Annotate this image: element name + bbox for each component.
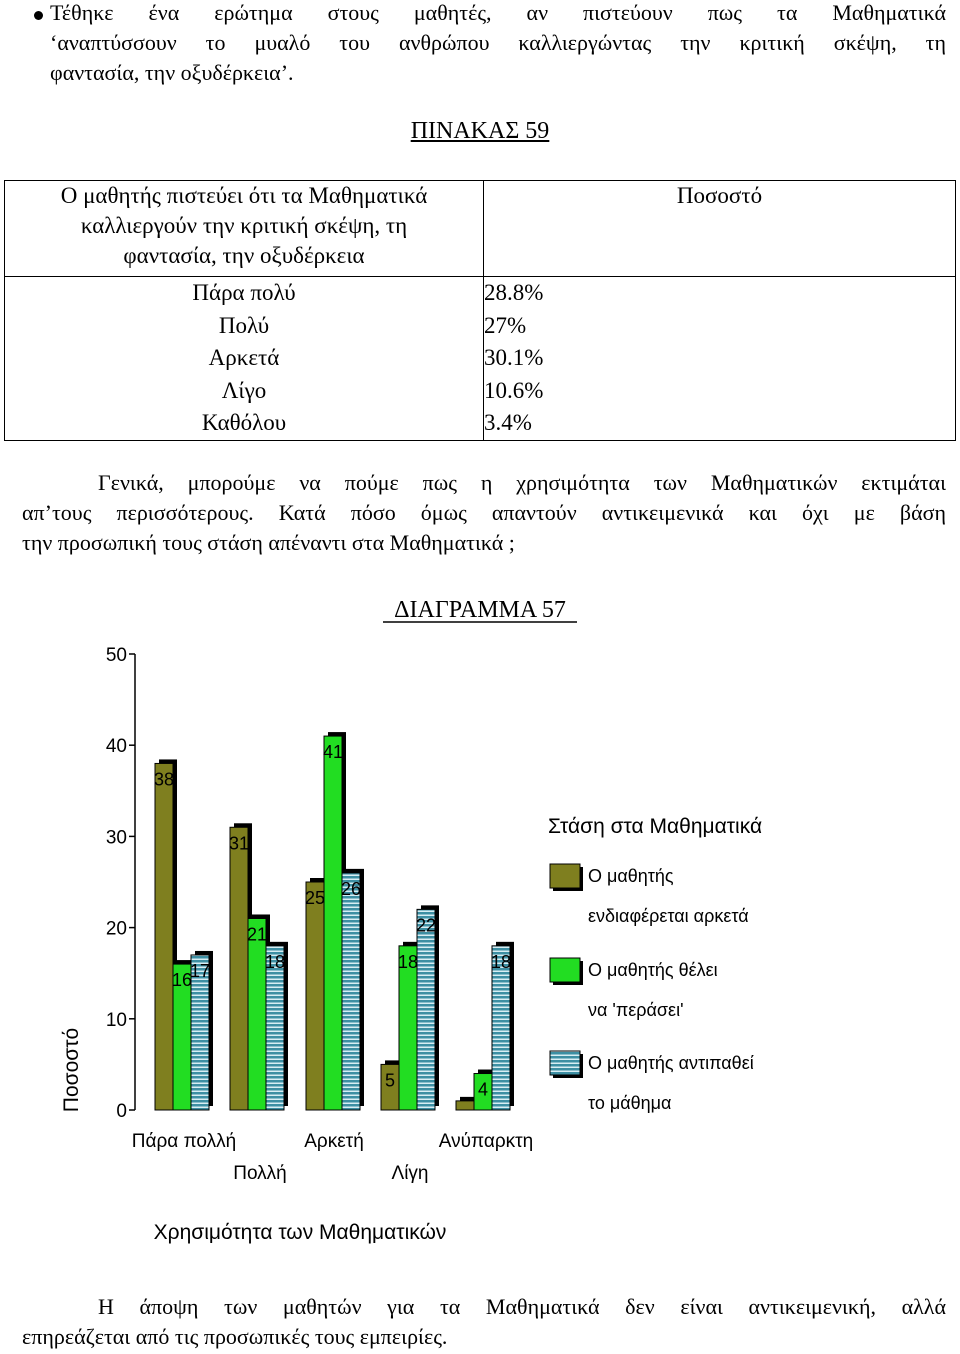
closing-line: επηρεάζεται από τις προσωπικές τους εμπε… [22, 1324, 448, 1349]
row-label: Καθόλου [201, 410, 287, 436]
bar [229, 826, 249, 1111]
data-label: 18 [265, 952, 285, 972]
header-line: Ο μαθητής πιστεύει ότι τα Μαθηματικά [60, 183, 428, 208]
legend-label: Ο μαθητής θέλει [588, 960, 718, 980]
table-labels-cell: Πάρα πολύ Πολύ Αρκετά Λίγο Καθόλου [4, 276, 484, 441]
survey-table: Ο μαθητής πιστεύει ότι τα Μαθηματικά καλ… [4, 180, 956, 441]
row-value: 30.1% [484, 345, 544, 371]
y-tick-label: 30 [106, 827, 127, 848]
row-label: Πάρα πολύ [192, 280, 296, 305]
row-label: Λίγο [221, 377, 267, 403]
row-label: Πολύ [218, 312, 270, 338]
data-label: 31 [229, 833, 249, 853]
table-values-cell: 28.8% 27% 30.1% 10.6% 3.4% [483, 276, 956, 441]
table-title: ΠΙΝΑΚΑΣ 59 [410, 118, 550, 144]
legend-label: Ο μαθητής αντιπαθεί [588, 1053, 754, 1073]
plot-area: 0 10 20 30 40 50 38 31 25 5 16 21 41 18 4 17 18 26 22 18 Πάρ… [106, 645, 533, 1184]
bar [154, 762, 174, 1111]
row-value: 28.8% [484, 280, 544, 305]
bullet-line: ‘αναπτύσσουν το μυαλό του ανθρώπου καλλι… [50, 30, 946, 55]
data-label: 4 [478, 1080, 488, 1100]
bar [455, 1100, 475, 1111]
legend-swatch [549, 957, 581, 983]
row-value: 3.4% [484, 410, 532, 436]
y-tick-label: 40 [106, 736, 127, 757]
legend-label: ενδιαφέρεται αρκετά [588, 906, 749, 926]
bar [265, 945, 285, 1111]
bullet-line: φαντασία, την οξυδέρκεια’. [50, 60, 294, 85]
bar [323, 735, 343, 1111]
table-header-row: Ο μαθητής πιστεύει ότι τα Μαθηματικά καλ… [4, 180, 956, 277]
closing-paragraph: Η άποψη των μαθητών για τα Μαθηματικά δε… [22, 1292, 946, 1352]
table-body-row: Πάρα πολύ Πολύ Αρκετά Λίγο Καθόλου 28.8%… [4, 276, 956, 441]
data-label: 38 [154, 769, 174, 789]
header-line: καλλιεργούν την κριτική σκέψη, τη [80, 213, 408, 238]
legend-swatch [549, 1050, 581, 1076]
data-label: 18 [491, 952, 511, 972]
data-label: 18 [398, 952, 418, 972]
data-label: 25 [305, 888, 325, 908]
bullet-line: Τέθηκε ένα ερώτημα στους μαθητές, αν πισ… [50, 0, 946, 25]
table-header-percent: Ποσοστό [483, 180, 956, 277]
data-label: 21 [247, 924, 267, 944]
x-tick-label: Πολλή [233, 1163, 287, 1184]
data-label: 5 [385, 1070, 395, 1090]
bar [190, 954, 210, 1111]
row-value: 27% [484, 312, 527, 338]
y-tick-label: 50 [106, 645, 127, 666]
x-tick-label: Ανύπαρκτη [439, 1131, 533, 1152]
data-label: 22 [416, 915, 436, 935]
y-axis-label: Ποσοστό [60, 1028, 83, 1112]
x-tick-label: Αρκετή [304, 1131, 364, 1152]
y-tick-label: 20 [106, 919, 127, 940]
row-value: 10.6% [484, 377, 544, 403]
paragraph-line: απ’τους περισσότερους. Κατά πόσο όμως απ… [22, 500, 946, 525]
legend-label: να 'περάσει' [588, 1000, 684, 1020]
legend-title: Στάση στα Μαθηματικά [548, 815, 762, 838]
body-paragraph: Γενικά, μπορούμε να πούμε πως η χρησιμότ… [22, 468, 946, 558]
legend-swatch [549, 863, 581, 889]
legend: Στάση στα Μαθηματικά Ο μαθητής ενδιαφέρετ… [548, 815, 762, 1113]
data-label: 26 [341, 879, 361, 899]
x-axis-label: Χρησιμότητα των Μαθηματικών [154, 1221, 447, 1244]
bar-chart: ΔΙΑΓΡΑΜΜΑ 57 0 10 20 30 40 50 38 31 25 5 16 21 41 18 4… [60, 597, 762, 1244]
header-line: φαντασία, την οξυδέρκεια [123, 243, 365, 268]
chart-title: ΔΙΑΓΡΑΜΜΑ 57 [394, 597, 566, 623]
y-tick-label: 10 [106, 1010, 127, 1031]
bar [341, 872, 361, 1111]
closing-line: Η άποψη των μαθητών για τα Μαθηματικά δε… [98, 1294, 946, 1319]
row-label: Αρκετά [208, 345, 280, 371]
paragraph-line: την προσωπική τους στάση απέναντι στα Μα… [22, 530, 515, 555]
bar [305, 881, 325, 1111]
bullet-text: Τέθηκε ένα ερώτημα στους μαθητές, αν πισ… [50, 0, 946, 88]
legend-label: Ο μαθητής [588, 866, 674, 886]
table-header-question: Ο μαθητής πιστεύει ότι τα Μαθηματικά καλ… [4, 180, 484, 277]
data-label: 17 [190, 961, 210, 981]
x-tick-label: Λίγη [392, 1163, 429, 1184]
bar [416, 908, 436, 1111]
bar [491, 945, 511, 1111]
x-tick-label: Πάρα πολλή [132, 1131, 236, 1152]
data-label: 16 [172, 970, 192, 990]
y-tick-label: 0 [116, 1101, 127, 1122]
paragraph-line: Γενικά, μπορούμε να πούμε πως η χρησιμότ… [98, 470, 946, 495]
bar [247, 917, 267, 1111]
legend-label: το μάθημα [588, 1093, 671, 1113]
data-label: 41 [323, 742, 343, 762]
bullet-dot-icon [34, 11, 43, 20]
